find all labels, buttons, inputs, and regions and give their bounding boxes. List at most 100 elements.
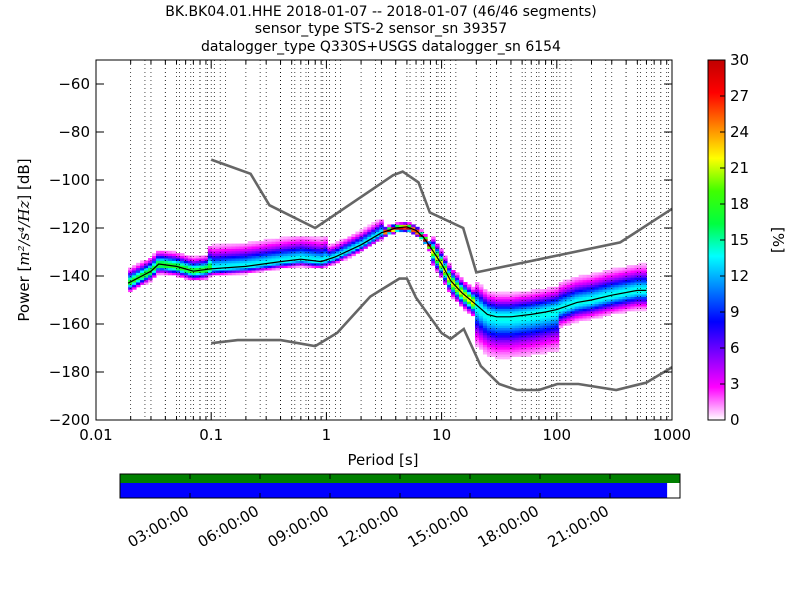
histogram-cell [148,274,153,278]
histogram-cell [459,289,464,293]
histogram-cell [526,303,532,307]
histogram-cell [271,238,277,242]
histogram-cell [144,267,149,271]
histogram-cell [510,310,516,314]
histogram-cell [522,303,528,307]
histogram-cell [614,272,620,276]
histogram-cell [526,310,532,314]
histogram-cell [323,243,328,247]
histogram-cell [132,270,137,273]
histogram-cell [638,270,643,273]
histogram-cell [550,337,556,341]
histogram-cell [546,337,552,341]
histogram-cell [459,284,464,288]
histogram-cell [602,308,608,312]
histogram-cell [148,265,153,269]
histogram-cell [506,318,512,321]
histogram-cell [267,253,273,257]
histogram-cell [243,258,249,261]
histogram-cell [526,332,532,336]
histogram-cell [203,260,209,264]
histogram-cell [271,246,277,249]
histogram-cell [191,262,197,266]
histogram-cell [534,330,540,333]
histogram-cell [187,277,193,281]
histogram-cell [498,346,504,350]
histogram-cell [207,258,213,261]
histogram-cell [530,334,536,338]
histogram-cell [259,246,265,249]
histogram-cell [403,226,408,230]
histogram-cell [478,284,484,288]
histogram-cell [538,298,544,302]
histogram-cell [283,255,289,259]
histogram-cell [578,294,584,297]
histogram-cell [379,224,384,228]
histogram-cell [255,250,261,254]
histogram-cell [614,298,620,302]
histogram-cell [622,277,628,281]
histogram-cell [518,344,524,348]
histogram-cell [494,298,500,302]
histogram-cell [467,310,472,314]
histogram-cell [331,260,336,264]
histogram-cell [602,289,608,293]
histogram-cell [522,332,528,336]
histogram-cell [586,274,592,278]
histogram-cell [219,246,225,249]
histogram-cell [211,270,217,273]
histogram-cell [518,354,524,357]
histogram-cell [451,291,456,295]
histogram-cell [530,346,536,350]
histogram-cell [546,308,552,312]
histogram-cell [439,253,444,257]
histogram-cell [506,346,512,350]
histogram-cell [634,270,639,273]
histogram-cell [602,306,608,309]
histogram-cell [319,262,324,266]
histogram-cell [443,272,448,276]
x-tick-label: 0.1 [199,426,223,444]
histogram-cell [482,337,488,341]
histogram-cell [207,270,213,273]
histogram-cell [498,294,504,297]
histogram-cell [167,250,173,254]
histogram-cell [136,282,141,285]
histogram-cell [136,265,141,269]
histogram-cell [498,306,504,309]
histogram-cell [490,349,496,353]
data-coverage-panel: 03:00:00 06:00:00 09:00:00 12:00:00 15:00:00… [119,473,681,551]
histogram-cell [526,294,532,297]
histogram-cell [363,243,368,247]
histogram-cell [319,255,324,259]
histogram-cell [223,258,229,261]
histogram-cell [490,313,496,317]
histogram-cell [634,294,639,297]
histogram-cell [550,349,556,353]
histogram-cell [506,313,512,317]
histogram-cell [502,351,508,355]
chart-title-line-3: datalogger_type Q330S+USGS datalogger_sn… [201,39,561,55]
histogram-cell [255,243,261,247]
histogram-cell [478,298,484,302]
histogram-cell [614,282,620,285]
histogram-cell [554,313,560,317]
histogram-cell [490,296,496,300]
histogram-cell [235,243,241,247]
histogram-cell [546,296,552,300]
histogram-cell [219,265,225,269]
histogram-cell [526,351,532,355]
histogram-cell [482,351,488,355]
histogram-cell [403,222,408,225]
histogram-cell [486,344,492,348]
histogram-cell [283,246,289,249]
histogram-cell [235,267,241,271]
histogram-cell [419,231,424,235]
histogram-cell [247,267,253,271]
histogram-cell [514,318,520,321]
histogram-cell [319,248,324,252]
histogram-cell [482,327,488,331]
histogram-cell [132,267,137,271]
histogram-cell [478,303,484,307]
